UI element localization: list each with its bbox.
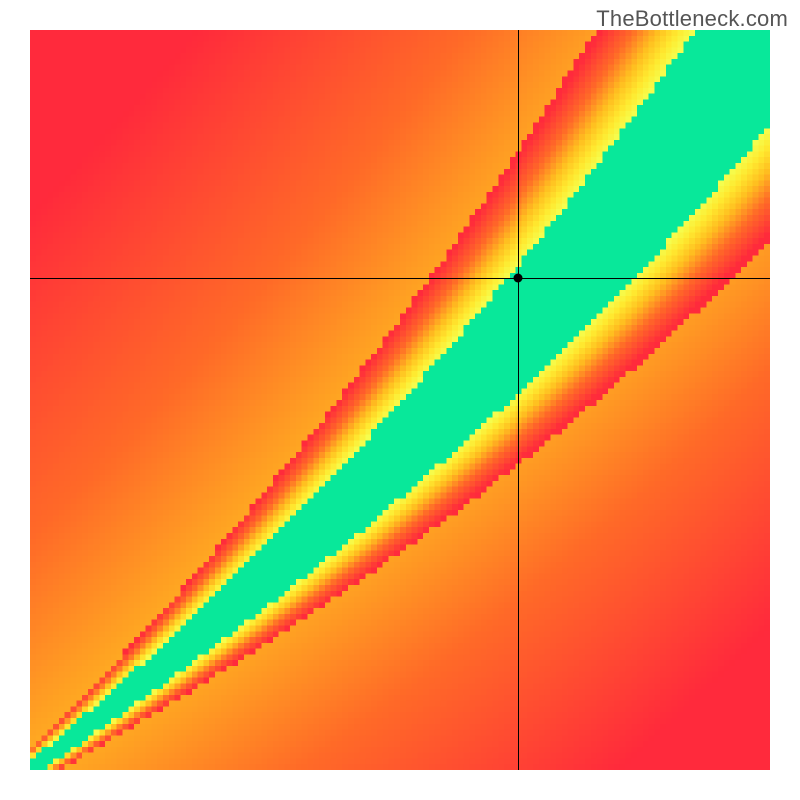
crosshair-horizontal [30,278,770,279]
bottleneck-heatmap [30,30,770,770]
selected-point-marker [514,273,523,282]
heatmap-canvas [30,30,770,770]
crosshair-vertical [518,30,519,770]
watermark-text: TheBottleneck.com [596,6,788,32]
